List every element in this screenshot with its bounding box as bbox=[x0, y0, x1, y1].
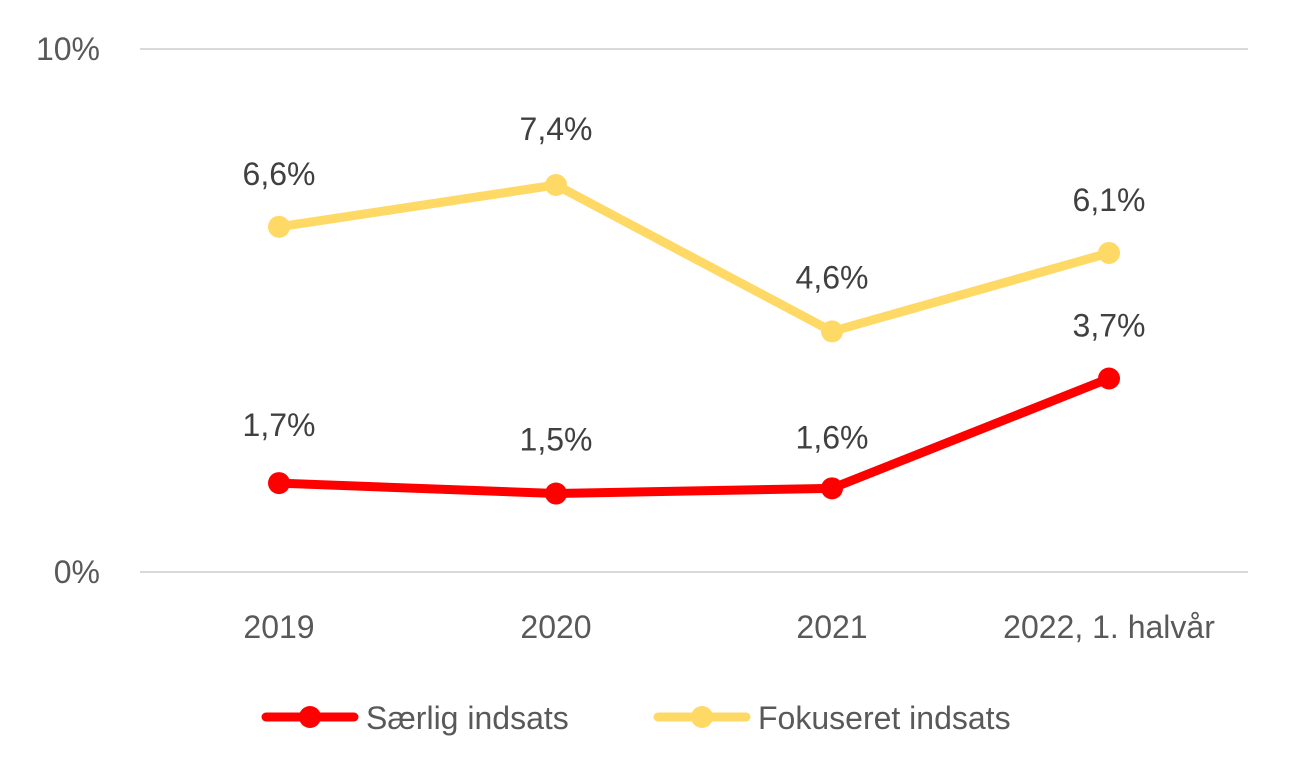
x-tick-label: 2021 bbox=[796, 609, 867, 645]
series-line bbox=[274, 373, 1114, 499]
data-label: 1,6% bbox=[796, 419, 869, 455]
x-axis-tick-labels: 2019 2020 2021 2022, 1. halvår bbox=[243, 609, 1215, 645]
data-label: 3,7% bbox=[1073, 307, 1146, 343]
data-point bbox=[1098, 241, 1120, 264]
series bbox=[268, 173, 1120, 505]
gridlines bbox=[140, 48, 1248, 573]
legend-label: Fokuseret indsats bbox=[758, 700, 1011, 736]
data-point bbox=[821, 477, 843, 500]
legend-label: Særlig indsats bbox=[366, 700, 569, 736]
data-label: 6,6% bbox=[243, 156, 316, 192]
legend-item: Fokuseret indsats bbox=[653, 700, 1011, 736]
x-tick-label: 2019 bbox=[243, 609, 314, 645]
data-label: 4,6% bbox=[796, 259, 869, 295]
y-tick-label: 0% bbox=[54, 554, 100, 590]
legend-swatch-marker bbox=[299, 706, 321, 728]
data-point bbox=[268, 472, 290, 495]
data-point bbox=[268, 215, 290, 238]
data-point bbox=[821, 320, 843, 343]
data-label: 1,5% bbox=[520, 422, 593, 458]
y-tick-label: 10% bbox=[36, 31, 100, 67]
legend-item: Særlig indsats bbox=[261, 700, 569, 736]
series-fokuseret-indsats bbox=[268, 173, 1120, 343]
legend: Særlig indsats Fokuseret indsats bbox=[261, 700, 1011, 736]
legend-swatch-marker bbox=[691, 706, 713, 728]
x-tick-label: 2020 bbox=[520, 609, 591, 645]
data-labels: 1,7% 1,5% 1,6% 3,7% 6,6% 7,4% 4,6% 6,1% bbox=[243, 111, 1146, 458]
data-label: 1,7% bbox=[243, 407, 316, 443]
series-saerlig-indsats bbox=[268, 367, 1120, 505]
data-point bbox=[1098, 367, 1120, 390]
y-axis-tick-labels: 0% 10% bbox=[36, 31, 100, 590]
data-point bbox=[545, 173, 567, 196]
data-label: 6,1% bbox=[1073, 182, 1146, 218]
data-point bbox=[545, 482, 567, 505]
x-tick-label: 2022, 1. halvår bbox=[1003, 609, 1215, 645]
series-line bbox=[274, 180, 1114, 336]
data-label: 7,4% bbox=[520, 111, 593, 147]
